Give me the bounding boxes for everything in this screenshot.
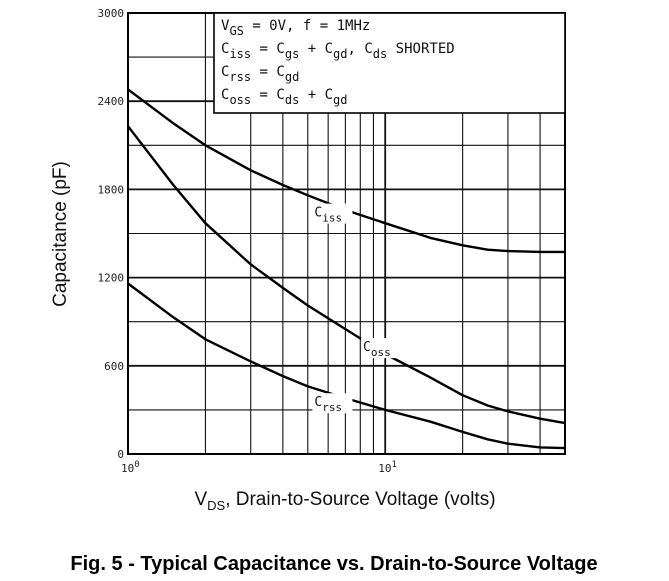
y-axis-title: Capacitance (pF) [50, 161, 71, 307]
y-tick-label: 3000 [98, 7, 125, 20]
legend-line: Coss = Cds + Cgd [221, 87, 348, 107]
legend-line: Crss = Cgd [221, 64, 299, 84]
y-tick-label: 600 [104, 360, 124, 373]
x-axis-title: VDS, Drain-to-Source Voltage (volts) [194, 489, 495, 513]
curve-coss [127, 125, 566, 425]
y-tick-labels: 0 600 1200 1800 2400 3000 [98, 7, 125, 461]
y-tick-label: 1800 [98, 183, 125, 196]
legend-line: Ciss = Cgs + Cgd, Cds SHORTED [221, 41, 455, 61]
label-coss: Coss [363, 340, 391, 359]
label-backdrop [312, 203, 353, 224]
y-tick-label: 0 [117, 448, 124, 461]
label-backdrop [361, 338, 402, 359]
label-backdrop [312, 393, 353, 414]
label-crss: Crss [314, 395, 342, 414]
series-labels: Ciss Coss Crss [312, 203, 402, 414]
legend-box [213, 12, 566, 114]
y-tick-label: 2400 [98, 95, 125, 108]
figure-caption: Fig. 5 - Typical Capacitance vs. Drain-t… [70, 553, 597, 575]
legend-line: VGS = 0V, f = 1MHz [221, 18, 370, 38]
x-tick-label: 101 [378, 460, 397, 475]
legend: VGS = 0V, f = 1MHz Ciss = Cgs + Cgd, Cds … [213, 12, 566, 114]
x-tick-label: 100 [121, 460, 140, 475]
y-tick-label: 1200 [98, 272, 125, 285]
label-ciss: Ciss [314, 206, 342, 225]
curve-crss [127, 282, 566, 450]
curve-ciss [127, 88, 565, 254]
x-tick-labels: 100 101 [121, 460, 397, 475]
